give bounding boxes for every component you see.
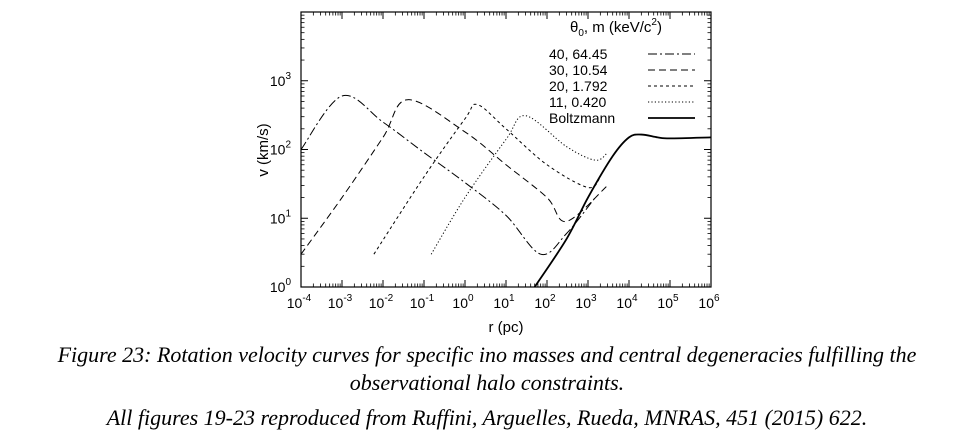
legend-label-1: 40, 64.45 — [549, 46, 608, 62]
legend-header-theta-sub: 0 — [578, 28, 584, 39]
series-line-5 — [533, 133, 711, 287]
x-tick-label: 103 — [575, 293, 597, 311]
legend-label-2: 30, 10.54 — [549, 62, 608, 78]
x-tick-label: 106 — [698, 293, 720, 311]
legend-label-5: Boltzmann — [549, 110, 615, 126]
y-tick-label: 100 — [270, 277, 292, 295]
figure-caption-line-2: observational halo constraints. — [349, 370, 625, 395]
legend-header-close: ) — [657, 19, 662, 36]
legend-label-4: 11, 0.420 — [549, 94, 607, 110]
rotation-velocity-chart: 10-4 10-3 10-2 10-1 100 101 102 103 104 105 106 100… — [255, 11, 720, 336]
y-tick-label: 103 — [270, 71, 292, 89]
legend-label-3: 20, 1.792 — [549, 78, 608, 94]
x-tick-label: 10-1 — [410, 293, 435, 311]
legend-header-theta: θ — [570, 19, 578, 36]
y-tick-label: 101 — [270, 208, 292, 226]
figure-caption-line-3: All figures 19-23 reproduced from Ruffin… — [106, 405, 868, 430]
x-tick-label: 100 — [452, 293, 474, 311]
series-line-1 — [301, 94, 596, 256]
series-line-3 — [373, 103, 601, 255]
x-tick-label: 101 — [493, 293, 515, 311]
legend-header-mass-sup: 2 — [651, 17, 657, 28]
figure-caption-line-1: Figure 23: Rotation velocity curves for … — [57, 342, 917, 367]
series-line-4 — [430, 115, 608, 255]
y-tick-label: 102 — [270, 140, 292, 158]
x-tick-label: 10-3 — [328, 293, 353, 311]
x-tick-label: 10-4 — [287, 293, 312, 311]
x-axis-label: r (pc) — [489, 319, 524, 336]
x-tick-label: 105 — [657, 293, 679, 311]
x-tick-label: 104 — [616, 293, 638, 311]
legend-header-mass: , m (keV/c — [584, 19, 652, 36]
legend-header: θ0, m (keV/c2) — [570, 17, 662, 39]
x-tick-label: 10-2 — [369, 293, 394, 311]
plot-frame — [300, 11, 712, 288]
x-tick-label: 102 — [534, 293, 556, 311]
y-axis-label: v (km/s) — [255, 123, 272, 176]
